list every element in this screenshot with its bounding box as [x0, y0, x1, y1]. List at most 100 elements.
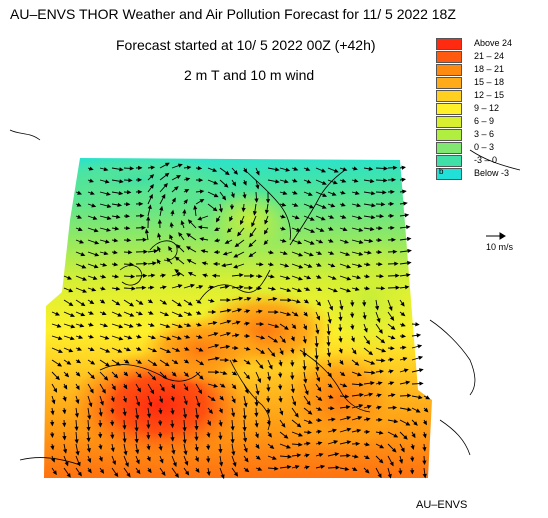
wind-arrow-head — [172, 372, 177, 377]
wind-arrow-head — [355, 441, 361, 446]
wind-arrow-head — [93, 264, 99, 269]
wind-arrow-head — [123, 371, 129, 377]
wind-arrow-head — [149, 285, 155, 290]
wind-arrow-head — [106, 215, 112, 220]
wind-arrow-head — [422, 473, 427, 479]
wind-arrow-head — [164, 172, 170, 178]
wind-arrow-head — [162, 285, 167, 290]
wind-arrow-head — [195, 414, 200, 420]
wind-arrow-head — [356, 275, 362, 280]
wind-arrow-head — [75, 451, 80, 456]
wind-arrow-head — [138, 300, 144, 305]
wind-arrow-head — [340, 190, 346, 195]
wind-arrow-head — [365, 286, 371, 291]
wind-arrow-head — [212, 207, 218, 212]
wind-arrow-head — [255, 170, 260, 176]
wind-arrow-head — [330, 203, 336, 208]
wind-arrow-head — [366, 404, 372, 409]
wind-arrow-head — [170, 423, 175, 429]
wind-arrow-head — [180, 220, 185, 225]
wind-arrow-head — [211, 273, 217, 278]
wind-arrow-head — [146, 216, 151, 221]
wind-arrow-head — [342, 383, 348, 388]
wind-arrow-head — [233, 471, 239, 477]
wind-arrow-head — [290, 375, 295, 381]
wind-arrow-head — [297, 288, 302, 293]
wind-arrow-head — [292, 401, 297, 407]
wind-arrow-head — [303, 325, 307, 331]
wind-arrow-head — [57, 336, 63, 341]
wind-arrow-head — [307, 263, 313, 268]
wind-arrow-head — [190, 283, 195, 288]
wind-arrow-head — [245, 321, 251, 326]
wind-arrow-head — [116, 214, 121, 219]
wind-arrow-head — [137, 177, 143, 183]
wind-arrow-head — [387, 473, 392, 479]
wind-arrow-head — [177, 335, 182, 340]
wind-arrow-head — [278, 373, 283, 379]
wind-arrow-head — [327, 319, 332, 324]
wind-arrow-head — [378, 458, 384, 464]
wind-arrow-head — [88, 322, 94, 327]
wind-arrow-head — [254, 402, 259, 407]
wind-arrow-head — [218, 208, 223, 213]
wind-arrow-head — [327, 372, 332, 378]
wind-arrow-head — [329, 305, 333, 311]
wind-arrow-head — [352, 349, 357, 355]
temperature-field — [44, 158, 432, 478]
wind-arrow-head — [354, 454, 359, 459]
wind-arrow-head — [298, 432, 303, 437]
wind-arrow-head — [239, 285, 244, 290]
wind-arrow-head — [174, 473, 179, 478]
wind-arrow-head — [199, 375, 204, 380]
wind-arrow-head — [174, 269, 179, 274]
wind-arrow-head — [286, 444, 291, 449]
wind-arrow-head — [206, 445, 211, 451]
wind-arrow-head — [134, 427, 139, 432]
wind-arrow-head — [74, 426, 79, 432]
wind-arrow-head — [286, 311, 292, 317]
wind-arrow-head — [401, 334, 407, 339]
wind-arrow-head — [233, 170, 238, 175]
wind-arrows — [50, 162, 431, 480]
wind-arrow-head — [242, 427, 247, 432]
wind-arrow-head — [270, 274, 275, 279]
wind-arrow-head — [173, 186, 179, 191]
wind-reference-arrow — [486, 232, 506, 240]
wind-arrow-head — [152, 261, 157, 266]
wind-arrow-head — [164, 162, 170, 167]
legend-item: 3 – 6 — [436, 129, 546, 142]
wind-arrow-head — [175, 347, 181, 352]
wind-arrow-head — [362, 315, 367, 320]
wind-arrow-head — [411, 433, 416, 439]
legend-swatch — [436, 64, 462, 76]
wind-arrow-head — [78, 334, 84, 339]
wind-arrow-head — [89, 178, 94, 183]
wind-arrow-head — [248, 252, 254, 258]
wind-arrow-head — [339, 305, 344, 311]
wind-arrow-head — [378, 417, 383, 422]
wind-arrow-head — [266, 398, 271, 403]
wind-arrow-head — [176, 244, 181, 249]
wind-arrow-head — [345, 405, 351, 410]
wind-arrow-head — [119, 167, 124, 172]
wind-arrow-head — [153, 249, 159, 254]
wind-arrow-head — [407, 407, 412, 412]
wind-arrow-head — [283, 434, 289, 439]
wind-arrow-head — [169, 234, 174, 240]
wind-arrow-head — [64, 461, 69, 467]
wind-arrow-head — [126, 190, 132, 195]
wind-arrow-head — [305, 167, 311, 171]
wind-arrow-head — [218, 435, 223, 441]
wind-arrow-head — [405, 421, 411, 426]
wind-arrow-head — [142, 273, 148, 278]
wind-arrow-head — [212, 167, 218, 172]
wind-arrow-head — [269, 444, 275, 449]
wind-arrow-head — [206, 433, 211, 438]
wind-arrow-head — [115, 301, 121, 306]
wind-arrow-head — [286, 464, 292, 470]
wind-arrow-head — [129, 302, 135, 307]
wind-arrow-head — [417, 344, 423, 349]
wind-arrow-head — [161, 471, 166, 476]
wind-arrow-head — [77, 214, 82, 219]
